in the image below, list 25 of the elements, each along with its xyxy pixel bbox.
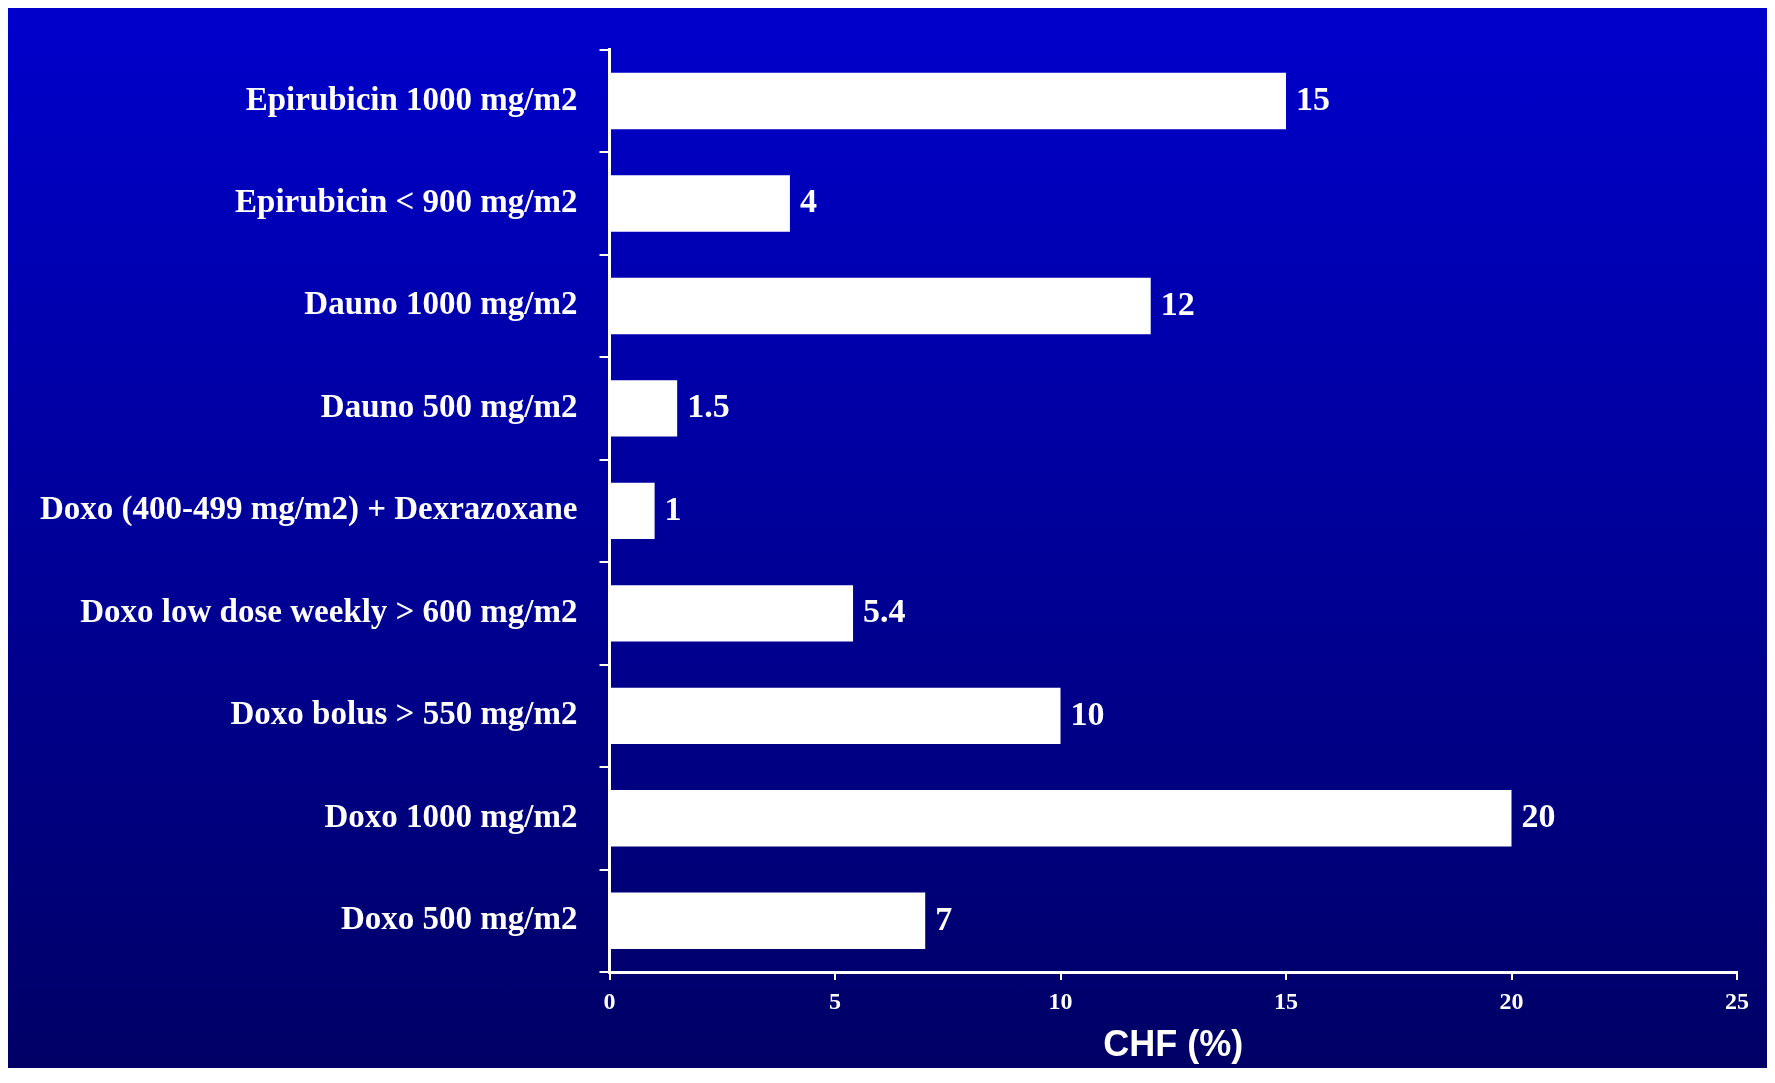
data-label: 5.4 [863,592,906,630]
data-label: 15 [1296,79,1331,117]
y-tick-label: Doxo (400-499 mg/m2) + Dexrazoxane [39,490,578,528]
x-tick-label: 25 [1725,987,1749,1014]
y-tick-label: Dauno 500 mg/m2 [320,387,578,424]
y-tick-label: Doxo bolus > 550 mg/m2 [230,695,578,732]
y-tick-label: Doxo low dose weekly > 600 mg/m2 [80,592,578,629]
data-label: 1 [664,489,682,527]
y-tick-label: Epirubicin 1000 mg/m2 [245,80,578,117]
y-tick-label: Doxo 1000 mg/m2 [324,797,578,834]
data-label: 20 [1521,797,1556,835]
y-tick-label: Doxo 500 mg/m2 [341,900,578,937]
data-label: 1.5 [687,387,730,425]
x-tick-label: 5 [829,987,842,1014]
x-tick-label: 15 [1274,987,1299,1014]
x-tick-label: 0 [603,987,616,1014]
data-label: 4 [799,182,817,220]
x-axis-title: CHF (%) [1103,1023,1244,1065]
data-label: 12 [1160,284,1195,322]
data-label: 7 [935,899,953,937]
y-tick-label: Epirubicin < 900 mg/m2 [235,183,578,220]
x-tick-label: 10 [1048,987,1073,1014]
x-tick-label: 20 [1499,987,1524,1014]
data-label: 10 [1070,694,1105,732]
y-tick-label: Dauno 1000 mg/m2 [304,285,578,322]
